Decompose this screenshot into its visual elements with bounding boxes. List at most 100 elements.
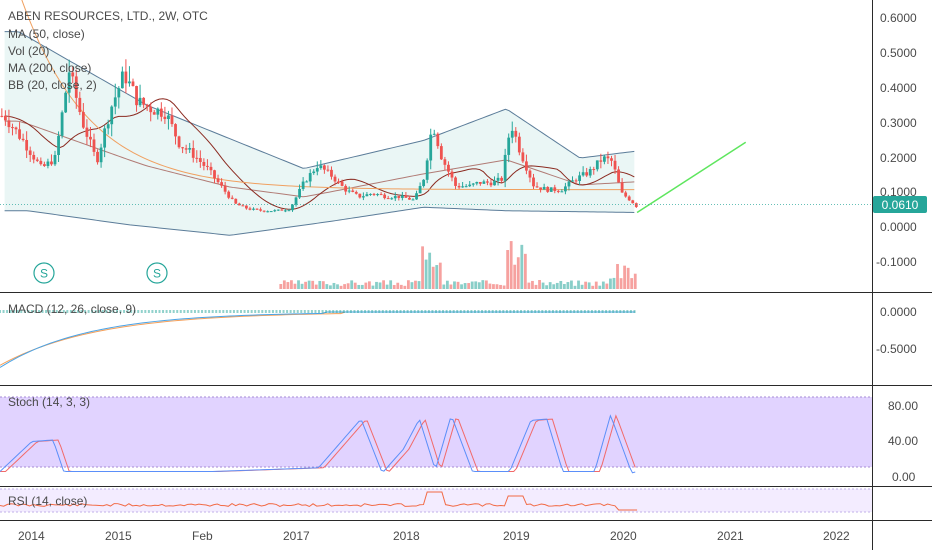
candle-body [493, 180, 496, 186]
candle-body [337, 181, 340, 183]
macd-histogram-bar [211, 310, 214, 313]
macd-histogram-bar [594, 310, 597, 313]
volume-bar [350, 280, 354, 289]
candle-body [404, 195, 408, 198]
macd-histogram-bar [30, 310, 33, 313]
svg-text:S: S [40, 267, 48, 281]
candle-body [174, 124, 177, 137]
candle-body [369, 193, 372, 195]
macd-histogram-bar [73, 310, 76, 313]
macd-histogram-bar [392, 310, 395, 313]
candle-body [578, 175, 581, 181]
volume-bar [321, 281, 325, 289]
stoch-label: Stoch (14, 3, 3) [8, 395, 90, 409]
candle-body [408, 197, 411, 200]
candle-body [344, 185, 348, 192]
candle-body [471, 183, 475, 185]
volume-bar [417, 281, 421, 289]
macd-histogram-bar [459, 310, 462, 313]
candle-body [606, 156, 610, 159]
candle-body [67, 72, 71, 93]
volume-bar [513, 264, 517, 289]
candle-body [92, 139, 96, 152]
macd-label: MACD (12, 26, close, 9) [8, 302, 136, 316]
time-axis[interactable]: 2014 2015 Feb 2017 2018 2019 2020 2021 2… [18, 529, 850, 543]
macd-histogram-bar [346, 310, 349, 313]
macd-histogram-bar [622, 310, 625, 313]
trendline[interactable] [636, 141, 747, 214]
bb-lower-line [4, 206, 635, 236]
split-marker[interactable]: S [146, 262, 168, 284]
candle-body [461, 186, 465, 188]
macd-histogram-bar [151, 310, 154, 313]
volume-bar [541, 282, 545, 289]
time-tick: 2020 [610, 529, 637, 543]
macd-histogram-bar [279, 310, 282, 313]
macd-histogram-bar [218, 310, 221, 313]
candle-body [25, 139, 29, 151]
volume-bar [435, 265, 439, 289]
split-marker[interactable]: S [33, 262, 55, 284]
macd-histogram-bar [612, 310, 615, 313]
candle-body [159, 108, 163, 117]
macd-histogram-bar [512, 310, 515, 313]
macd-histogram-bar [562, 310, 565, 313]
candle-body [131, 81, 135, 87]
macd-histogram-bar [41, 310, 44, 313]
candle-body [347, 190, 351, 192]
volume-bar [375, 281, 378, 289]
candle-body [71, 72, 75, 77]
macd-histogram-bar [438, 310, 441, 313]
macd-histogram-bar [247, 310, 250, 313]
candle-body [567, 181, 571, 187]
macd-histogram-bar [193, 310, 196, 313]
candle-body [610, 158, 613, 161]
candle-body [528, 170, 532, 178]
volume-bar [353, 282, 357, 289]
candle-body [521, 152, 525, 162]
candle-body [468, 184, 472, 187]
volume-bar [360, 284, 364, 289]
macd-histogram-bar [23, 310, 26, 313]
volume-bar [290, 280, 293, 289]
time-tick: 2017 [283, 529, 310, 543]
macd-histogram-bar [147, 310, 150, 313]
candle-body [305, 181, 309, 183]
macd-histogram-bar [183, 310, 186, 313]
macd-histogram-bar [307, 310, 310, 313]
volume-bar [612, 277, 616, 289]
price-axis[interactable]: 0.6000 0.5000 0.4000 0.3000 0.2000 0.100… [876, 11, 917, 269]
candle-body [620, 182, 624, 193]
candle-body [230, 197, 234, 199]
volume-bar [594, 281, 598, 289]
macd-histogram-bar [505, 310, 508, 313]
candle-body [372, 193, 376, 195]
macd-histogram-bar [76, 310, 79, 313]
macd-tick: -0.5000 [876, 342, 917, 356]
volume-bar [325, 284, 329, 289]
macd-histogram-bar [13, 310, 16, 313]
volume-bar [598, 285, 602, 289]
macd-histogram-bar [289, 310, 292, 313]
candle-body [613, 160, 617, 170]
macd-histogram-bar [16, 310, 19, 313]
volume-bar [566, 282, 570, 289]
candle-body [429, 134, 433, 161]
legend-ma50: MA (50, close) [8, 27, 85, 41]
candle-body [273, 210, 277, 212]
volume-bar [424, 259, 428, 289]
macd-histogram-bar [523, 310, 526, 313]
volume-bar [304, 281, 308, 289]
candle-body [3, 116, 7, 121]
candle-body [585, 172, 589, 176]
volume-bar [311, 280, 315, 289]
macd-histogram-bar [176, 310, 179, 313]
time-tick: 2015 [105, 529, 132, 543]
candle-body [560, 191, 564, 193]
volume-bar [431, 266, 435, 289]
macd-histogram-bar [488, 310, 491, 313]
volume-bar [523, 253, 527, 289]
candle-body [213, 170, 216, 179]
